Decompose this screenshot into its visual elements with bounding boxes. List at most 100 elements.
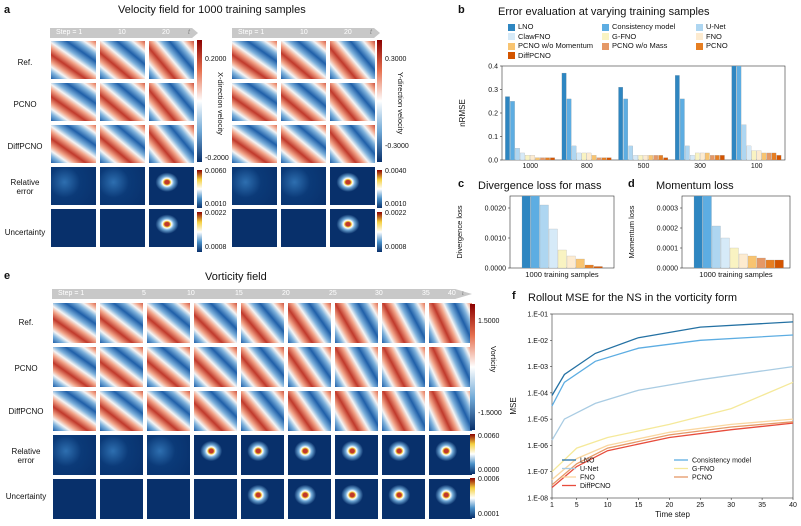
step-label: 10 [118, 29, 126, 36]
bar [663, 157, 669, 161]
x-error-colorbar [197, 170, 202, 208]
panel-b-bar-chart: 0.0 0.1 0.2 0.3 0.4 1000 800 500 300 100 # of trai… [458, 64, 786, 170]
bar [766, 152, 772, 161]
bar [690, 155, 695, 161]
category-label: 500 [638, 163, 650, 170]
uncertainty-field-tile [240, 478, 285, 520]
diffpcno-field-tile [287, 390, 332, 432]
bar [606, 157, 612, 161]
y-axis-label: Momentum loss [627, 205, 636, 258]
ref-field-tile [287, 302, 332, 344]
tick-label: 15 [635, 502, 643, 509]
legend-swatch [696, 42, 703, 50]
legend-swatch [508, 23, 515, 31]
step-label: 10 [187, 290, 195, 297]
series-line [551, 421, 794, 486]
panel-f-label: f [512, 290, 516, 302]
bar [593, 266, 603, 269]
error-field-tile [148, 166, 195, 206]
y-uncertainty-colorbar [377, 212, 382, 252]
tick-label: 0.0000 [657, 266, 679, 273]
bar [525, 155, 530, 161]
bar [505, 96, 510, 161]
uncertainty-field-tile [334, 478, 379, 520]
vorticity-colorbar [470, 304, 475, 430]
x-axis-label: 1000 training samples [699, 270, 773, 279]
step-label: 20 [282, 290, 290, 297]
legend-label: Consistency model [612, 22, 676, 31]
diffpcno-field-tile [231, 124, 278, 164]
error-field-tile [50, 166, 97, 206]
diffpcno-field-tile [99, 390, 144, 432]
ref-field-tile [240, 302, 285, 344]
bar [702, 195, 712, 269]
legend-label: PCNO [692, 475, 713, 482]
pcno-field-tile [146, 346, 191, 388]
ref-field-tile [148, 40, 195, 80]
legend-swatch [696, 23, 703, 31]
panel-d-label: d [628, 178, 635, 190]
step-label: 30 [375, 290, 383, 297]
bar [581, 152, 587, 161]
panel-c-bar-chart: 0.0000 0.0010 0.0020 1000 training samples D… [455, 195, 615, 279]
error-field-tile [280, 166, 327, 206]
t-label: t [462, 290, 464, 297]
vort-err-min: 0.0000 [478, 467, 500, 474]
bar [747, 255, 757, 269]
diffpcno-field-tile [99, 124, 146, 164]
legend-item: Consistency model [602, 22, 675, 31]
panel-f-title: Rollout MSE for the NS in the vorticity … [528, 292, 738, 304]
bar [535, 157, 540, 161]
bar [638, 155, 644, 161]
tick-label: 5 [575, 502, 579, 509]
legend-label: G-FNO [692, 466, 715, 473]
error-field-tile [52, 434, 97, 476]
row-label-pcno: PCNO [14, 364, 38, 373]
legend-label: Consistency model [692, 458, 752, 465]
bar [520, 152, 525, 161]
error-field-tile [381, 434, 426, 476]
bar [561, 72, 567, 161]
tick-label: 35 [758, 502, 766, 509]
unc-y-min: 0.0008 [385, 244, 407, 251]
x-uncertainty-colorbar [197, 212, 202, 252]
diffpcno-field-tile [428, 390, 473, 432]
vort-error-colorbar [470, 434, 475, 474]
legend-swatch [508, 42, 515, 50]
pcno-field-tile [334, 346, 379, 388]
y-error-colorbar [377, 170, 382, 208]
error-field-tile [231, 166, 278, 206]
bar [601, 157, 607, 161]
series-line [551, 365, 794, 441]
bar [557, 249, 567, 269]
row-label-ref: Ref. [18, 318, 34, 327]
legend-swatch [508, 33, 515, 41]
bar [658, 155, 664, 161]
legend-item: ClawFNO [508, 32, 551, 41]
error-field-tile [240, 434, 285, 476]
vort-err-max: 0.0060 [478, 433, 500, 440]
ref-field-tile [99, 40, 146, 80]
tick-label: 0.3 [488, 87, 498, 94]
tick-label: 0.1 [488, 134, 498, 141]
diffpcno-field-tile [381, 390, 426, 432]
bar [720, 155, 725, 161]
bar [566, 98, 572, 161]
pcno-field-tile [52, 346, 97, 388]
uncertainty-field-tile [99, 208, 146, 248]
panel-e-label: e [4, 270, 11, 282]
bar [575, 258, 585, 269]
row-label-diffpcno: DiffPCNO [7, 142, 43, 151]
step-label: Step = 1 [58, 290, 85, 297]
tick-label: 0.0000 [485, 266, 507, 273]
legend-swatch [696, 33, 703, 41]
series-line [551, 321, 794, 396]
bar [693, 195, 703, 269]
panel-e-step-arrow: Step = 1 5 10 15 20 25 30 35 40 t [52, 289, 472, 299]
pcno-field-tile [381, 346, 426, 388]
vort-cb-title: Vorticity [489, 346, 498, 373]
legend-label: PCNO w/o Momentum [518, 41, 594, 50]
err-x-max: 0.0060 [205, 168, 227, 175]
bar [756, 257, 766, 269]
tick-label: 0.0 [488, 158, 498, 165]
